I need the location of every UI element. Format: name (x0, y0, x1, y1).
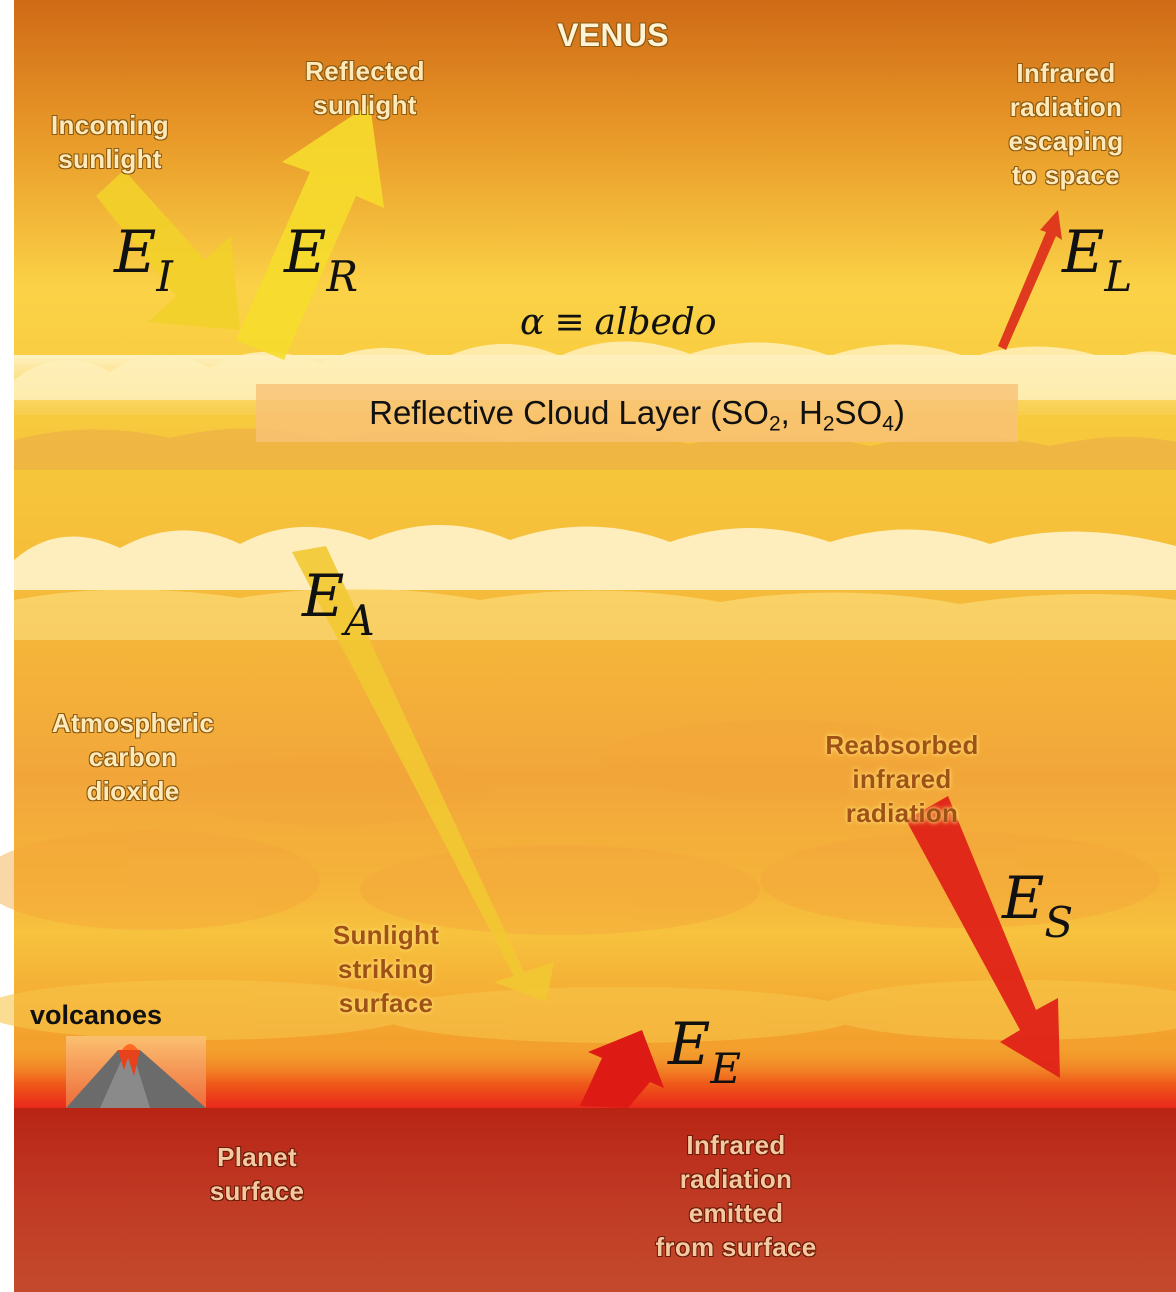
escaping-infrared-arrow (998, 210, 1062, 350)
reabsorbed-infrared-arrow (906, 796, 1060, 1078)
reflected-line-1: Reflected (305, 56, 425, 86)
symbol-e-surface-return: ES (1002, 864, 1074, 947)
planet-surface-label: Planet surface (172, 1140, 342, 1208)
escaping-line-1: Infrared (1016, 58, 1116, 88)
incoming-sunlight-label: Incoming sunlight (20, 108, 200, 176)
sunlight-striking-label: Sunlight striking surface (296, 918, 476, 1020)
reabsorbed-line-2: infrared (852, 764, 952, 794)
reabsorbed-line-1: Reabsorbed (825, 730, 979, 760)
symbol-e-emitted: EE (668, 1010, 742, 1093)
planet-surface (14, 1108, 1176, 1292)
incoming-sunlight-arrow (96, 170, 240, 330)
absorbed-sunlight-arrow (292, 546, 554, 1002)
albedo-operator: ≡ (554, 302, 585, 343)
reabsorbed-line-3: radiation (845, 798, 959, 828)
reflected-line-2: sunlight (313, 90, 417, 120)
reabsorbed-infrared-label: Reabsorbed infrared radiation (782, 728, 1022, 830)
atmospheric-line-3: dioxide (86, 776, 180, 806)
escaping-infrared-label: Infrared radiation escaping to space (966, 56, 1166, 192)
albedo-symbol: α (520, 302, 545, 343)
emitted-line-1: Infrared (686, 1130, 786, 1160)
escaping-line-4: to space (1012, 160, 1120, 190)
symbol-e-absorbed: EA (302, 562, 375, 645)
striking-line-1: Sunlight (332, 920, 440, 950)
emitted-line-2: radiation (679, 1164, 793, 1194)
lower-cloud-band (14, 525, 1176, 640)
atmospheric-line-1: Atmospheric (51, 708, 215, 738)
escaping-line-2: radiation (1009, 92, 1123, 122)
symbol-e-reflected: ER (284, 218, 358, 301)
albedo-definition: α ≡ albedo (520, 302, 717, 343)
striking-line-2: striking (337, 954, 435, 984)
emitted-infrared-label: Infrared radiation emitted from surface (616, 1128, 856, 1264)
planet-line-1: Planet (217, 1142, 297, 1172)
reflected-sunlight-label: Reflected sunlight (270, 54, 460, 122)
striking-line-3: surface (338, 988, 434, 1018)
incoming-line-2: sunlight (58, 144, 162, 174)
reflected-sunlight-arrow (236, 104, 384, 360)
emitted-infrared-arrow (580, 1030, 664, 1108)
incoming-line-1: Incoming (51, 110, 169, 140)
atmospheric-co2-label: Atmospheric carbon dioxide (18, 706, 248, 808)
escaping-line-3: escaping (1008, 126, 1124, 156)
atmospheric-haze (0, 720, 1160, 935)
symbol-e-longwave: EL (1062, 218, 1133, 301)
diagram-title: VENUS (557, 17, 669, 53)
volcano-icon (66, 1036, 206, 1108)
albedo-word: albedo (594, 302, 717, 343)
emitted-line-3: emitted (688, 1198, 784, 1228)
volcanoes-label: volcanoes (30, 1000, 163, 1030)
lower-haze (0, 980, 1176, 1043)
cloud-layer-label: Reflective Cloud Layer (SO2, H2SO4) (256, 384, 1018, 442)
atmospheric-line-2: carbon (88, 742, 178, 772)
left-border (0, 0, 14, 1292)
symbol-e-incident: EI (114, 218, 173, 301)
planet-line-2: surface (209, 1176, 305, 1206)
emitted-line-4: from surface (655, 1232, 817, 1262)
